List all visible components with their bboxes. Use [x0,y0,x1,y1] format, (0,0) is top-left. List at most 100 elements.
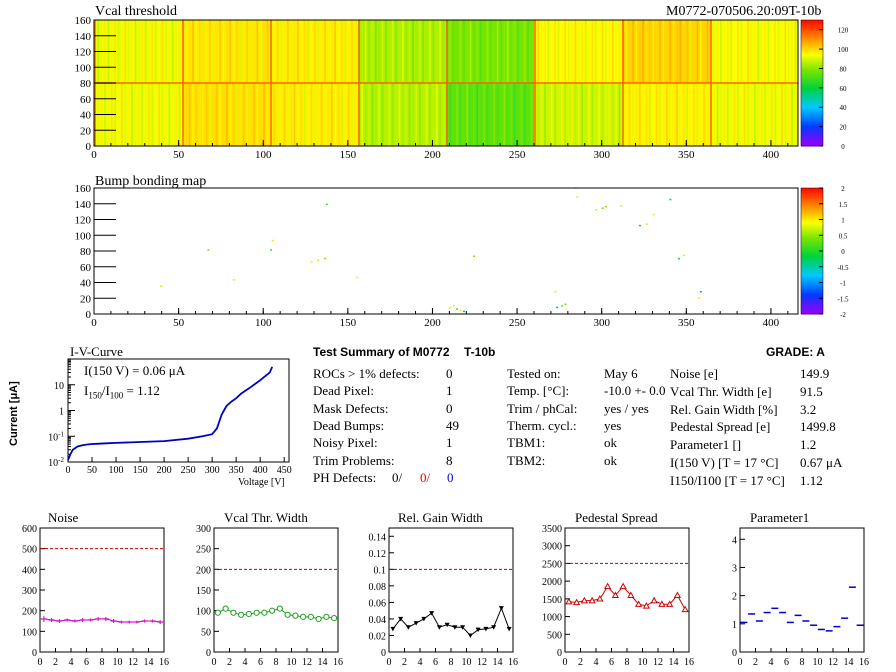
roc-stripe [364,83,367,146]
roc-stripe [588,20,590,83]
roc-stripe [432,20,435,83]
roc-stripe [297,20,299,83]
roc-stripe [706,20,709,83]
roc-stripe [297,83,299,146]
colorbar-cell [801,64,823,67]
ph-defects-value-2: 0 [447,470,454,485]
roc-stripe [324,20,326,83]
colorbar-cell [801,278,823,281]
roc-edge [534,83,536,146]
roc-stripe [429,83,431,146]
roc-stripe [737,83,739,146]
noise-frame [39,527,165,653]
roc-stripe [774,83,776,146]
gain-width-x-tick-label: 0 [387,657,392,668]
roc-stripe [425,83,428,146]
vcal-width-point [331,615,338,622]
pedestal-y-tick-label: 0 [557,648,562,659]
roc-stripe [510,83,512,146]
roc-stripe [121,83,123,146]
colorbar-cell [801,230,823,233]
summary-middle-value: yes [604,417,622,433]
summary-left-value: 49 [446,417,459,433]
roc-stripe [314,83,316,146]
iv-note-ratio-b: /I [101,383,110,398]
gain-width-y-tick-label: 0.1 [374,565,387,576]
roc-stripe [777,20,780,83]
roc-stripe [314,20,316,83]
colorbar-cell [801,135,823,139]
roc-stripe [666,20,668,83]
colorbar-cell [801,196,823,199]
roc-stripe [720,20,722,83]
colorbar-cell [801,36,823,40]
x-tick-label: 150 [340,149,357,161]
roc-stripe [280,83,282,146]
roc-stripe [405,20,408,83]
bump-pixel [638,224,641,227]
roc-stripe [175,83,177,146]
pedestal-point [642,602,651,609]
parameter1-frame [739,527,865,653]
parameter1-x-tick-label: 2 [753,657,758,668]
summary-left-label: Trim Problems: [313,452,395,468]
roc-stripe [161,20,164,83]
z-tick-label: 1.5 [839,201,848,209]
colorbar-cell [801,80,823,84]
roc-stripe [283,20,286,83]
noise-y-tick-label: 600 [22,524,37,535]
pedestal-y-tick-label: 2000 [542,577,562,588]
roc-stripe [307,83,309,146]
summary-middle-label: Therm. cycl.: [507,417,577,433]
colorbar-cell [801,108,823,111]
roc-stripe [239,83,242,146]
colorbar-cell [801,72,823,76]
colorbar-cell [801,282,823,286]
colorbar-cell [801,204,823,208]
x-tick-label: 300 [593,317,610,329]
roc-stripe [293,20,296,83]
pedestal-x-tick-label: 8 [625,657,630,668]
roc-stripe [415,20,418,83]
y-tick-label: 120 [75,215,92,227]
gain-width-x-tick-label: 12 [477,657,487,668]
y-tick-label: 100 [75,230,92,242]
roc-stripe [693,20,695,83]
roc-stripe [469,20,472,83]
colorbar-cell [801,26,823,29]
roc-stripe [625,20,628,83]
roc-stripe [327,20,330,83]
bump-pixel [677,257,680,260]
colorbar-cell [801,209,823,212]
gain-width-x-tick-label: 6 [433,657,438,668]
roc-stripe [517,83,519,146]
colorbar-cell [801,305,823,309]
colorbar-cell [801,311,823,315]
colorbar-cell [801,104,823,107]
roc-stripe [371,83,374,146]
iv-y-exp: -2 [58,456,64,464]
colorbar-cell [801,118,823,122]
roc-stripe [513,20,516,83]
roc-stripe [652,20,655,83]
bump-pixel [601,207,604,209]
roc-stripe [395,83,397,146]
colorbar-cell [801,276,823,279]
colorbar-cell [801,295,823,298]
z-tick-label: 2 [841,185,845,193]
roc-stripe [361,83,364,146]
roc-stripe [188,20,191,83]
roc-stripe [662,83,665,146]
roc-stripe [540,20,543,83]
roc-stripe [263,20,265,83]
roc-stripe [608,83,611,146]
colorbar-cell [801,192,823,195]
roc-stripe [561,83,563,146]
roc-stripe [121,20,123,83]
vcal-width-x-tick-label: 2 [227,657,232,668]
roc-stripe [652,83,655,146]
roc-stripe [198,20,201,83]
roc-stripe [212,20,215,83]
parameter1-x-tick-label: 10 [813,657,823,668]
roc-edge [622,20,624,83]
